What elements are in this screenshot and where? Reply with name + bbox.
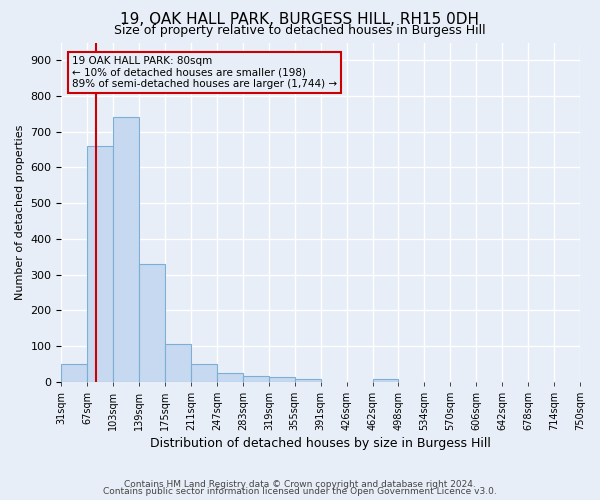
Bar bbox=[139, 264, 165, 382]
Bar bbox=[217, 372, 243, 382]
Text: Size of property relative to detached houses in Burgess Hill: Size of property relative to detached ho… bbox=[114, 24, 486, 37]
Bar bbox=[113, 118, 139, 382]
Bar bbox=[88, 146, 113, 382]
X-axis label: Distribution of detached houses by size in Burgess Hill: Distribution of detached houses by size … bbox=[150, 437, 491, 450]
Bar bbox=[373, 379, 398, 382]
Bar bbox=[191, 364, 217, 382]
Y-axis label: Number of detached properties: Number of detached properties bbox=[15, 124, 25, 300]
Bar bbox=[243, 376, 269, 382]
Text: 19, OAK HALL PARK, BURGESS HILL, RH15 0DH: 19, OAK HALL PARK, BURGESS HILL, RH15 0D… bbox=[121, 12, 479, 28]
Text: Contains public sector information licensed under the Open Government Licence v3: Contains public sector information licen… bbox=[103, 487, 497, 496]
Bar bbox=[295, 379, 321, 382]
Bar bbox=[165, 344, 191, 382]
Text: Contains HM Land Registry data © Crown copyright and database right 2024.: Contains HM Land Registry data © Crown c… bbox=[124, 480, 476, 489]
Bar bbox=[61, 364, 88, 382]
Text: 19 OAK HALL PARK: 80sqm
← 10% of detached houses are smaller (198)
89% of semi-d: 19 OAK HALL PARK: 80sqm ← 10% of detache… bbox=[72, 56, 337, 90]
Bar bbox=[269, 378, 295, 382]
